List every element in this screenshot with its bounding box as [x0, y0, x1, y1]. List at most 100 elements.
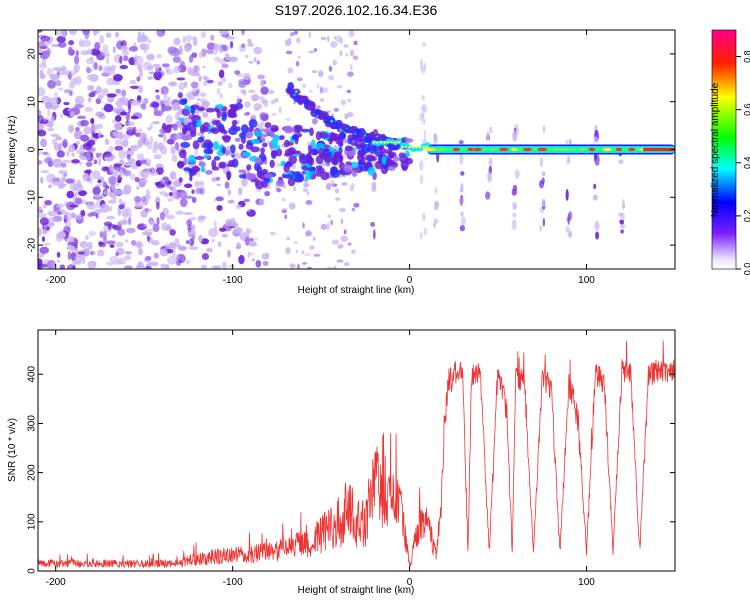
spectrogram-noise-blob	[329, 179, 335, 187]
spectrogram-emergence-blob	[378, 147, 386, 154]
spectrogram-noise-blob	[285, 118, 292, 121]
snr-x-tick-label: 100	[578, 577, 595, 588]
spectrogram-noise-blob	[107, 223, 112, 231]
spectrogram-noise-blob	[351, 249, 356, 254]
spectrogram-noise-blob	[130, 115, 139, 120]
spectrogram-noise-blob	[347, 98, 352, 103]
spectrogram-noise-blob	[122, 50, 130, 56]
spectrogram-noise-blob	[308, 89, 313, 93]
spectrogram-noise-blob	[321, 87, 329, 94]
spectrogram-noise-blob	[59, 264, 66, 269]
spectrogram-noise-blob	[85, 57, 95, 65]
spectrogram-noise-blob	[130, 99, 139, 106]
spectrogram-noise-blob	[172, 124, 178, 131]
spectrogram-noise-blob	[353, 202, 360, 208]
spectrogram-noise-blob	[60, 30, 66, 38]
spectrogram-noise-blob	[81, 257, 86, 265]
spectrogram-noise-blob	[214, 225, 218, 231]
spectrogram-noise-blob	[333, 107, 339, 112]
spectrogram-noise-blob	[91, 123, 98, 133]
spectrogram-noise-blob	[119, 55, 123, 64]
spectrogram-noise-blob	[129, 79, 137, 85]
spectrogram-noise-blob	[130, 144, 139, 149]
spectrogram-noise-blob	[146, 168, 151, 173]
spectrogram-noise-blob	[75, 141, 81, 145]
spectrogram-noise-blob	[47, 210, 58, 217]
spectrogram-emergence-blob	[328, 131, 337, 142]
spectrogram-noise-blob	[302, 222, 305, 229]
spectrogram-noise-blob	[353, 40, 358, 46]
spectrogram-noise-blob	[63, 101, 70, 106]
spectrogram-noise-blob	[97, 156, 102, 166]
spectrogram-noise-blob	[85, 67, 94, 73]
spectrogram-noise-blob	[66, 201, 76, 211]
spectrogram-noise-blob	[57, 210, 62, 216]
spectrogram-streak	[371, 181, 374, 193]
spectrogram-noise-blob	[330, 40, 338, 48]
spectrogram-streak	[619, 219, 625, 225]
spectrogram-noise-blob	[115, 88, 122, 94]
spectrogram-emergence-blob	[315, 142, 325, 151]
spectrogram-noise-blob	[336, 85, 343, 89]
spectrogram-noise-blob	[259, 112, 266, 119]
spectrogram-branch-blob	[287, 82, 295, 91]
spectrogram-streak	[620, 223, 626, 229]
spectrogram-noise-blob	[325, 222, 331, 230]
spectrogram-noise-blob	[100, 203, 110, 213]
spectrogram-streak	[565, 226, 570, 234]
spectrogram-emergence-blob	[246, 164, 252, 171]
spectrogram-noise-blob	[50, 43, 61, 48]
spectrogram-noise-blob	[95, 85, 102, 94]
spectrogram-emergence-blob	[221, 111, 227, 122]
spectrogram-emergence-blob	[292, 171, 302, 176]
spectrogram-noise-blob	[316, 83, 320, 89]
spectrogram-streak	[458, 196, 464, 206]
spectrogram-noise-blob	[269, 231, 276, 236]
spectrogram-noise-blob	[43, 242, 51, 246]
spectrogram-noise-blob	[103, 65, 113, 74]
spectrogram-noise-blob	[120, 190, 131, 195]
spectrogram-noise-blob	[117, 228, 126, 236]
spectrogram-emergence-blob	[392, 156, 400, 162]
spectrogram-x-tick-label: 100	[578, 275, 595, 286]
spectrogram-emergence-blob	[255, 179, 264, 190]
spectrogram-noise-blob	[174, 141, 180, 151]
spectrogram-noise-blob	[42, 151, 49, 156]
spectrogram-noise-blob	[129, 85, 140, 90]
spectrogram-noise-blob	[112, 196, 117, 200]
spectrogram-noise-blob	[108, 176, 117, 185]
spectrogram-noise-blob	[38, 30, 43, 33]
spectrogram-streak	[512, 202, 517, 211]
spectrogram-noise-blob	[347, 242, 352, 246]
spectrogram-noise-blob	[117, 97, 126, 103]
spectrogram-noise-blob	[196, 171, 201, 177]
spectrogram-noise-blob	[162, 176, 169, 181]
spectrogram-noise-blob	[74, 214, 83, 221]
spectrogram-noise-blob	[124, 255, 132, 261]
spectrogram-noise-blob	[144, 231, 153, 237]
spectrogram-emergence-blob	[289, 150, 296, 155]
spectrogram-noise-blob	[166, 96, 172, 106]
spectrogram-noise-blob	[172, 56, 182, 63]
spectrogram-marks	[38, 30, 675, 269]
spectrogram-noise-blob	[68, 81, 76, 89]
spectrogram-noise-blob	[248, 89, 256, 94]
spectrogram-noise-blob	[62, 138, 68, 149]
spectrogram-noise-blob	[38, 263, 43, 269]
spectrogram-noise-blob	[168, 242, 177, 249]
spectrogram-emergence-blob	[254, 162, 261, 172]
spectrogram-bridge-core	[383, 141, 387, 144]
spectrogram-noise-blob	[38, 148, 42, 156]
spectrogram-noise-blob	[313, 253, 321, 257]
figure-title: S197.2026.102.16.34.E36	[275, 2, 438, 18]
spectrogram-noise-blob	[102, 44, 109, 51]
spectrogram-noise-blob	[148, 38, 152, 44]
spectrogram-emergence-blob	[180, 141, 191, 148]
spectrogram-streak	[568, 230, 573, 238]
spectrogram-noise-blob	[325, 182, 332, 191]
tone-peak	[425, 147, 437, 152]
spectrogram-noise-blob	[80, 50, 91, 56]
spectrogram-noise-blob	[95, 199, 102, 209]
spectrogram-emergence-blob	[361, 162, 369, 167]
spectrogram-noise-blob	[168, 81, 178, 87]
